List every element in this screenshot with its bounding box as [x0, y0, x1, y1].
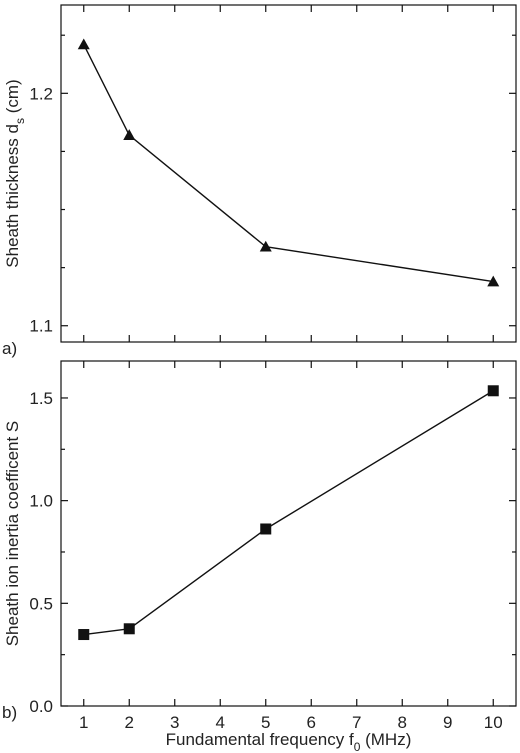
panel-b-tick-labels: 1 2 3 4 5 6 7 8 9 10 0.0 0.5 1.0 1.5 [29, 389, 502, 732]
data-point-triangle [77, 38, 90, 50]
panel-b-ticks [61, 361, 516, 707]
x-axis-label: Fundamental frequency f0 (MHz) [166, 730, 412, 753]
x-tick-label: 2 [125, 713, 134, 732]
panel-b-label: b) [2, 703, 17, 722]
panel-a-y-axis-label-subscript: s [13, 118, 27, 124]
panel-a-y-tick-label: 1.1 [29, 317, 53, 336]
x-tick-label: 10 [484, 713, 503, 732]
data-point-triangle [123, 129, 136, 140]
x-tick-label: 8 [398, 713, 407, 732]
x-tick-label: 5 [261, 713, 270, 732]
panel-a-y-axis-label: Sheath thickness ds (cm) [3, 79, 27, 267]
panel-b-y-tick-label: 1.0 [29, 492, 53, 511]
x-tick-label: 4 [216, 713, 225, 732]
x-tick-label: 9 [443, 713, 452, 732]
panel-a-y-axis-label-main: Sheath thickness d [3, 124, 22, 268]
panel-a-y-axis-label-suffix: (cm) [3, 79, 22, 118]
x-tick-label: 1 [79, 713, 88, 732]
data-point-square [78, 629, 90, 641]
panel-a-series-line [83, 44, 494, 283]
panel-a-tick-labels: 1.1 1.2 [29, 84, 53, 335]
panel-b-y-tick-label: 0.5 [29, 594, 53, 613]
x-tick-label: 3 [170, 713, 179, 732]
panel-a-y-tick-label: 1.2 [29, 84, 53, 103]
data-point-square [123, 623, 135, 635]
panel-a-markers [77, 38, 500, 287]
x-axis-label-subscript: 0 [354, 740, 361, 753]
data-point-triangle [487, 275, 500, 287]
panel-b-y-axis-label: Sheath ion inertia coefficent S [3, 421, 22, 647]
panel-b-frame [60, 360, 517, 707]
x-tick-label: 7 [352, 713, 361, 732]
panel-a-ticks [61, 5, 516, 342]
data-point-square [487, 385, 499, 397]
x-tick-label: 6 [307, 713, 316, 732]
data-point-triangle [259, 240, 272, 252]
panel-a: 1.1 1.2 a) Sheath thickness ds (cm) [2, 4, 517, 358]
data-point-square [260, 523, 272, 535]
panel-b: 1 2 3 4 5 6 7 8 9 10 0.0 0.5 1.0 1.5 b) Sheath ion in… [2, 360, 517, 753]
x-axis-label-main: Fundamental frequency f [166, 730, 354, 749]
x-axis-label-suffix: (MHz) [360, 730, 411, 749]
panel-b-y-tick-label: 0.0 [29, 697, 53, 716]
panel-b-markers [78, 385, 499, 641]
panel-a-frame [60, 4, 517, 343]
panel-b-series-line [83, 390, 494, 636]
panel-b-y-tick-label: 1.5 [29, 389, 53, 408]
panel-a-label: a) [2, 339, 17, 358]
